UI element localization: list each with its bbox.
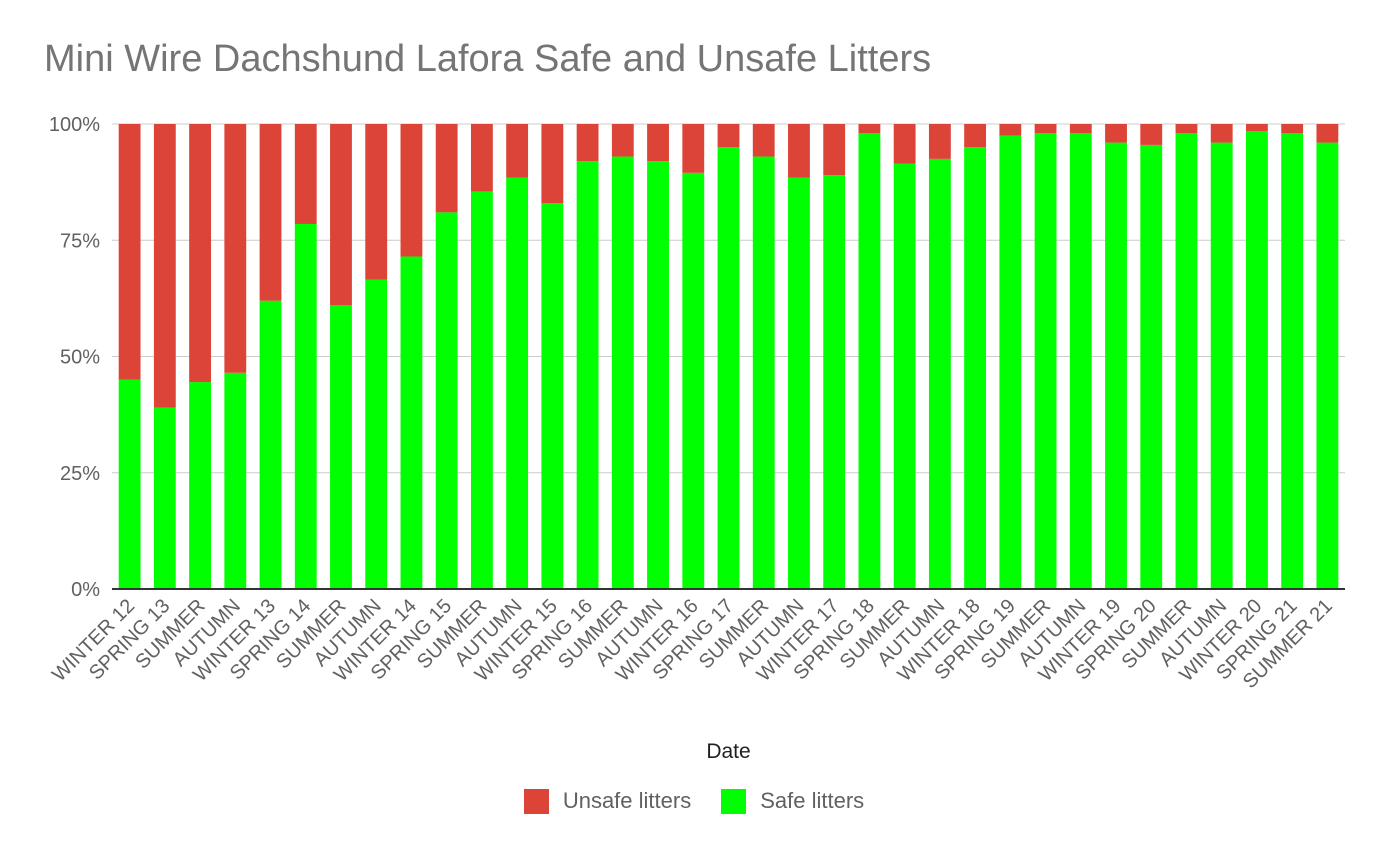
- bar-unsafe-litters: [224, 124, 247, 373]
- bar-safe-litters: [1034, 133, 1057, 590]
- bar-unsafe-litters: [1105, 124, 1127, 143]
- bar-safe-litters: [189, 382, 211, 589]
- legend-swatch-unsafe: [523, 788, 549, 814]
- bar-unsafe-litters: [1316, 124, 1339, 143]
- bar-unsafe-litters: [717, 124, 740, 148]
- bar-unsafe-litters: [153, 124, 176, 408]
- bar-safe-litters: [259, 300, 282, 589]
- bar-safe-litters: [1316, 142, 1339, 589]
- bar-unsafe-litters: [928, 124, 951, 159]
- bar-unsafe-litters: [611, 124, 634, 157]
- bar-safe-litters: [1281, 133, 1304, 590]
- bar-safe-litters: [682, 172, 705, 589]
- bar-unsafe-litters: [999, 124, 1022, 136]
- bar-unsafe-litters: [189, 124, 211, 383]
- bar-unsafe-litters: [1069, 124, 1092, 134]
- bar-safe-litters: [576, 161, 599, 589]
- bar-unsafe-litters: [964, 124, 987, 148]
- bar-unsafe-litters: [893, 124, 916, 164]
- bar-unsafe-litters: [858, 124, 881, 134]
- y-tick-label: 0%: [71, 579, 100, 601]
- bar-unsafe-litters: [1246, 124, 1268, 131]
- bar-safe-litters: [964, 147, 987, 589]
- bar-unsafe-litters: [682, 124, 705, 173]
- bar-unsafe-litters: [365, 124, 388, 280]
- bar-safe-litters: [1175, 133, 1198, 590]
- bar-unsafe-litters: [506, 124, 529, 178]
- bar-unsafe-litters: [259, 124, 282, 301]
- bar-safe-litters: [752, 156, 775, 590]
- bar-unsafe-litters: [576, 124, 599, 162]
- bar-unsafe-litters: [1140, 124, 1163, 145]
- bar-unsafe-litters: [400, 124, 423, 257]
- bar-unsafe-litters: [541, 124, 564, 204]
- bar-unsafe-litters: [435, 124, 458, 213]
- bar-unsafe-litters: [647, 124, 669, 162]
- bar-safe-litters: [118, 379, 141, 589]
- bar-safe-litters: [224, 372, 247, 589]
- bar-safe-litters: [435, 212, 458, 589]
- bar-safe-litters: [823, 175, 846, 589]
- legend-item-safe: Safe litters: [721, 788, 864, 814]
- y-axis-ticks: 0% 25% 50% 75% 100%: [49, 114, 100, 601]
- bar-safe-litters: [858, 133, 881, 590]
- bar-safe-litters: [611, 156, 634, 590]
- bar-safe-litters: [470, 191, 493, 590]
- bar-safe-litters: [788, 177, 810, 589]
- bar-safe-litters: [893, 163, 916, 589]
- bar-safe-litters: [1069, 133, 1092, 590]
- bar-safe-litters: [1246, 130, 1268, 589]
- legend-swatch-safe: [721, 788, 747, 814]
- bar-safe-litters: [717, 147, 740, 589]
- bar-unsafe-litters: [1034, 124, 1057, 134]
- bar-unsafe-litters: [1175, 124, 1198, 134]
- legend-item-unsafe: Unsafe litters: [523, 788, 692, 814]
- legend: Unsafe litters Safe litters: [0, 788, 1388, 814]
- bar-safe-litters: [400, 256, 423, 589]
- bar-safe-litters: [928, 158, 951, 589]
- bar-safe-litters: [1140, 144, 1163, 590]
- bar-unsafe-litters: [294, 124, 317, 224]
- y-tick-label: 100%: [49, 114, 100, 136]
- bar-safe-litters: [541, 203, 564, 590]
- y-tick-label: 50%: [60, 347, 100, 369]
- bar-unsafe-litters: [1281, 124, 1304, 134]
- bar-unsafe-litters: [752, 124, 775, 157]
- bar-unsafe-litters: [470, 124, 493, 192]
- bar-safe-litters: [153, 407, 176, 589]
- bar-safe-litters: [1105, 142, 1127, 589]
- legend-label-safe: Safe litters: [760, 788, 865, 813]
- bar-safe-litters: [999, 135, 1022, 589]
- bar-safe-litters: [365, 279, 388, 589]
- bar-unsafe-litters: [330, 124, 352, 306]
- bar-safe-litters: [1210, 142, 1233, 589]
- x-axis-label: Date: [706, 740, 750, 763]
- bar-unsafe-litters: [823, 124, 846, 176]
- bar-safe-litters: [647, 161, 669, 589]
- bar-safe-litters: [330, 305, 352, 589]
- bar-unsafe-litters: [788, 124, 810, 178]
- bar-safe-litters: [294, 223, 317, 589]
- chart-title: Mini Wire Dachshund Lafora Safe and Unsa…: [44, 38, 932, 80]
- y-tick-label: 75%: [60, 230, 100, 252]
- bars: [118, 124, 1339, 590]
- legend-label-unsafe: Unsafe litters: [562, 788, 692, 813]
- y-tick-label: 25%: [60, 463, 100, 485]
- bar-unsafe-litters: [118, 124, 141, 380]
- bar-safe-litters: [506, 177, 529, 589]
- bar-unsafe-litters: [1210, 124, 1233, 143]
